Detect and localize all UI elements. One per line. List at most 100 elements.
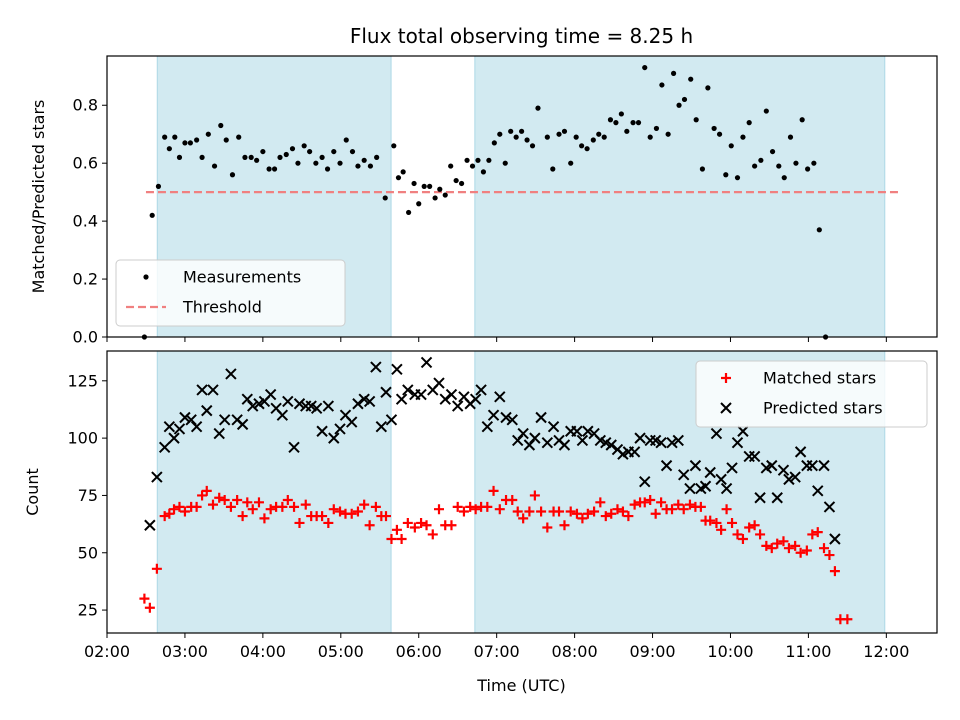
measurements-point [642, 64, 648, 71]
predicted-stars-point [715, 473, 727, 486]
top-y-ticks: 0.0 0.2 0.4 0.6 0.8 [73, 96, 107, 347]
predicted-stars-point [144, 519, 156, 531]
measurements-point [740, 134, 746, 140]
measurements-point [556, 131, 562, 137]
matched-stars-point [783, 543, 794, 554]
predicted-stars-point [391, 363, 403, 376]
measurements-point [480, 169, 487, 175]
measurements-point [301, 143, 307, 149]
predicted-stars-point [766, 459, 778, 472]
predicted-stars-point [777, 464, 790, 476]
measurements-point [149, 212, 155, 218]
bottom-legend: Matched stars Predicted stars [695, 360, 928, 428]
measurements-point [223, 137, 229, 143]
matched-stars-point [772, 538, 783, 549]
matched-stars-point [139, 593, 150, 604]
predicted-stars-point [794, 446, 807, 458]
measurements-point [688, 76, 694, 82]
measurements-point [187, 140, 193, 146]
ratio-panel: 0.00.20.40.60.8 Matched/Predicted stars … [29, 55, 938, 347]
matched-stars-point [427, 529, 438, 540]
measurements-point [229, 172, 236, 178]
matched-stars-point [524, 506, 535, 517]
measurements-point [758, 157, 764, 163]
measurements-point [681, 96, 688, 103]
matched-stars-point [359, 499, 370, 510]
measurements-point [437, 186, 443, 192]
measurements-point [162, 134, 168, 140]
measurements-point [421, 183, 427, 189]
matched-stars-point [151, 563, 162, 574]
matched-stars-point [214, 492, 225, 503]
predicted-stars-point [433, 377, 445, 389]
measurements-point [260, 148, 266, 155]
matched-stars-point [824, 550, 835, 561]
x-tick-label: 07:00 [474, 642, 520, 661]
measurements-point [349, 148, 356, 155]
matched-stars-point [452, 501, 463, 512]
matched-stars-point [242, 497, 253, 508]
legend-handle-measurements [143, 274, 149, 280]
matched-stars-point [364, 520, 375, 531]
measurements-point [508, 128, 514, 134]
top-x-ticks [106, 337, 887, 342]
predicted-stars-point [310, 402, 323, 415]
matched-stars-point [761, 540, 772, 551]
measurements-point [529, 143, 536, 149]
measurements-point [172, 134, 178, 140]
matched-stars-point [237, 511, 248, 522]
matched-stars-point [328, 504, 339, 515]
measurements-point [746, 120, 752, 126]
count-panel: 25 50 75 100 125 02:00 03:00 04:00 05:00 06:00 07… [23, 350, 938, 661]
measurements-point [453, 177, 459, 184]
predicted-stars-point [576, 434, 589, 447]
matched-stars-point [612, 504, 623, 515]
matched-stars-point [494, 504, 505, 515]
star-count-points [139, 356, 853, 625]
predicted-stars-point [672, 434, 684, 447]
predicted-stars-point [731, 436, 744, 449]
matched-stars-point [577, 513, 588, 524]
measurements-point [573, 134, 579, 140]
predicted-stars-point [655, 436, 667, 449]
predicted-stars-point [506, 414, 518, 426]
measurements-point [728, 143, 734, 149]
predicted-stars-point [179, 411, 191, 424]
predicted-stars-point [494, 391, 506, 403]
x-tick-label: 03:00 [162, 642, 208, 661]
predicted-stars-point [173, 423, 186, 435]
measurements-point [544, 134, 550, 140]
predicted-stars-point [415, 388, 427, 401]
matched-stars-point [716, 524, 727, 535]
matched-stars-point [179, 506, 190, 517]
measurements-point [618, 111, 624, 117]
predicted-stars-point [322, 400, 335, 412]
measurements-point [355, 163, 361, 169]
measurements-point [432, 195, 438, 201]
predicted-stars-point [213, 427, 225, 440]
predicted-stars-point [605, 439, 617, 451]
predicted-stars-point [582, 425, 594, 437]
matched-stars-point [317, 511, 328, 522]
predicted-stars-point [352, 398, 364, 410]
matched-stars-point [529, 490, 540, 501]
predicted-stars-point [475, 384, 487, 396]
x-tick-label: 10:00 [707, 642, 753, 661]
measurements-point [579, 143, 585, 149]
matched-stars-point [629, 499, 640, 510]
predicted-stars-point [481, 420, 494, 433]
matched-stars-point [282, 495, 293, 506]
matched-stars-point [219, 495, 230, 506]
measurements-point [343, 137, 349, 143]
measurements-point [659, 82, 665, 88]
predicted-stars-point [293, 398, 306, 410]
measurements-point [716, 131, 723, 137]
matched-stars-point [259, 513, 270, 524]
predicted-stars-point [684, 482, 696, 495]
predicted-stars-point [346, 416, 358, 428]
predicted-stars-point [517, 427, 529, 440]
predicted-stars-point [689, 459, 702, 472]
predicted-stars-point [402, 384, 414, 396]
measurements-point [769, 148, 776, 155]
